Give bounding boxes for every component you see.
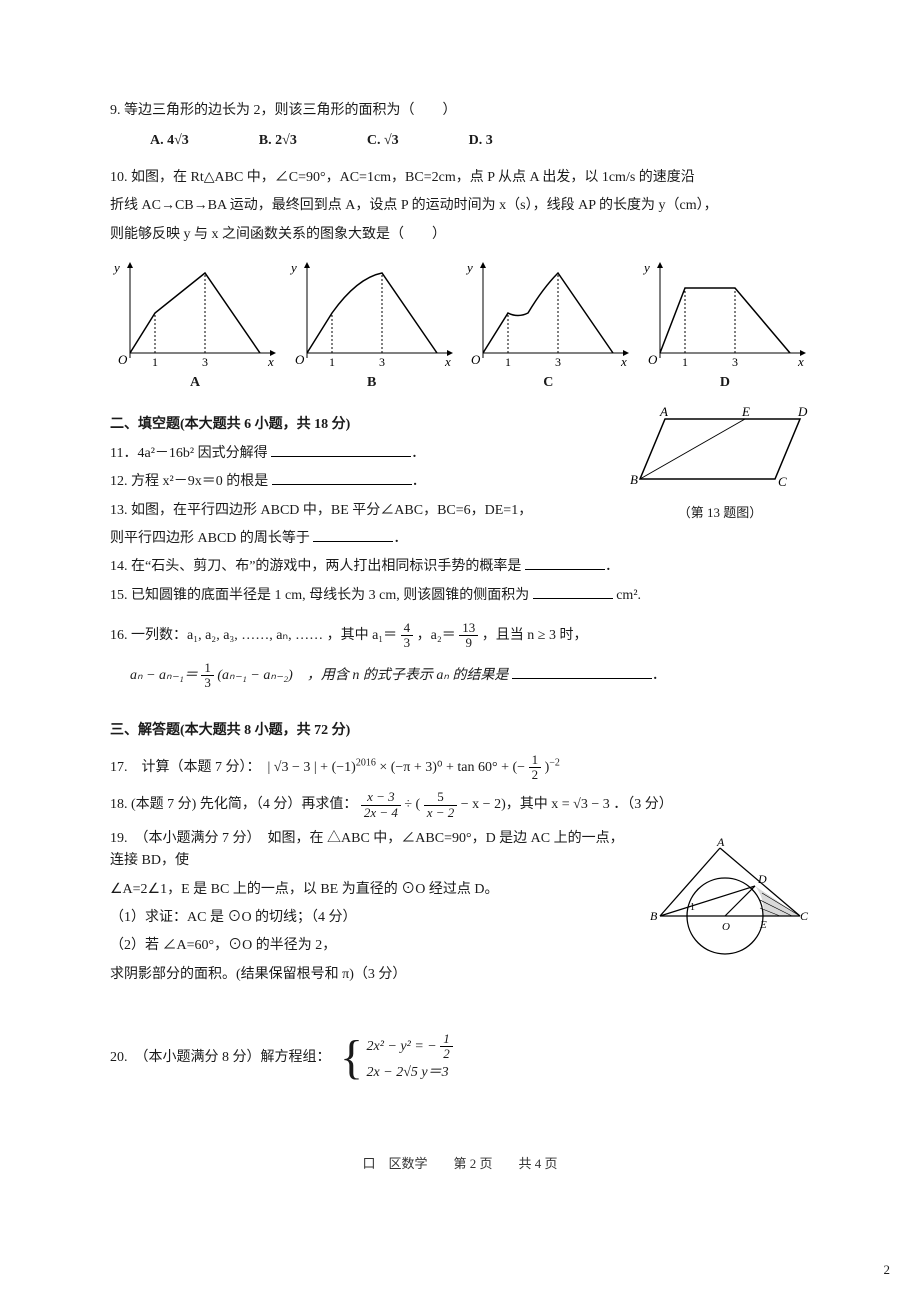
sec3-header: 三、解答题(本大题共 8 小题，共 72 分): [110, 720, 810, 742]
svg-text:x: x: [444, 354, 451, 368]
graph-d-label: D: [640, 372, 810, 394]
q10-stem-2: 折线 AC→CB→BA 运动，最终回到点 A，设点 P 的运动时间为 x（s），…: [110, 195, 810, 217]
svg-text:y: y: [465, 260, 473, 275]
q20: 20. （本小题满分 8 分）解方程组： { 2x² − y² = − 12 2…: [110, 1032, 810, 1084]
q10-stem-1: 10. 如图，在 Rt△ABC 中，∠C=90°，AC=1cm，BC=2cm，点…: [110, 167, 810, 189]
q14: 14. 在“石头、剪刀、布”的游戏中，两人打出相同标识手势的概率是 ．: [110, 556, 810, 578]
svg-text:1: 1: [682, 355, 688, 368]
q9-choices: A. 4√3 B. 2√3 C. √3 D. 3: [110, 130, 810, 152]
graph-b-label: B: [287, 372, 457, 394]
q9-stem: 9. 等边三角形的边长为 2，则该三角形的面积为（ ）: [110, 100, 810, 122]
svg-text:1: 1: [329, 355, 335, 368]
svg-text:y: y: [289, 260, 297, 275]
fig13-caption: （第 13 题图）: [630, 503, 810, 524]
svg-text:y: y: [112, 260, 120, 275]
q10-graphs: y x O 1 3 A y x O 1 3 B: [110, 258, 810, 394]
q16-line1: 16. 一列数：a₁, a₂, a₃, ……, aₙ, …… ，其中 a₁＝ 4…: [110, 621, 810, 651]
svg-text:1: 1: [152, 355, 158, 368]
q13b: 则平行四边形 ABCD 的周长等于 ．: [110, 528, 810, 550]
graph-d: y x O 1 3 D: [640, 258, 810, 394]
svg-text:y: y: [642, 260, 650, 275]
graph-a-svg: y x O 1 3: [110, 258, 280, 368]
fig19: A B C D E O 1: [640, 838, 810, 966]
graph-c-svg: y x O 1 3: [463, 258, 633, 368]
page-corner-number: 2: [884, 1260, 891, 1281]
page-footer: 口 区数学 第 2 页 共 4 页: [110, 1154, 810, 1175]
svg-text:C: C: [800, 909, 809, 923]
graph-d-svg: y x O 1 3: [640, 258, 810, 368]
fig13-svg: A E D B C: [630, 404, 810, 494]
graph-b-svg: y x O 1 3: [287, 258, 457, 368]
q16-line2: aₙ − aₙ₋₁＝ 13 (aₙ₋₁ − aₙ₋₂) ，用含 n 的式子表示 …: [110, 661, 810, 691]
svg-text:O: O: [118, 352, 128, 367]
svg-text:x: x: [620, 354, 627, 368]
svg-text:3: 3: [555, 355, 561, 368]
svg-text:3: 3: [732, 355, 738, 368]
svg-text:D: D: [757, 872, 767, 886]
graph-c: y x O 1 3 C: [463, 258, 633, 394]
svg-text:3: 3: [379, 355, 385, 368]
svg-text:O: O: [471, 352, 481, 367]
fig19-svg: A B C D E O 1: [640, 838, 810, 958]
graph-c-label: C: [463, 372, 633, 394]
svg-text:E: E: [741, 404, 750, 419]
q18: 18. (本题 7 分) 先化简，（4 分）再求值： x − 32x − 4 ÷…: [110, 790, 810, 820]
svg-text:1: 1: [690, 902, 695, 913]
svg-text:O: O: [295, 352, 305, 367]
graph-a: y x O 1 3 A: [110, 258, 280, 394]
graph-a-label: A: [110, 372, 280, 394]
svg-text:B: B: [650, 909, 658, 923]
q15: 15. 已知圆锥的底面半径是 1 cm, 母线长为 3 cm, 则该圆锥的侧面积…: [110, 585, 810, 607]
svg-text:B: B: [630, 472, 638, 487]
svg-text:O: O: [648, 352, 658, 367]
q9-opt-b: B. 2√3: [259, 130, 297, 152]
svg-text:x: x: [267, 354, 274, 368]
svg-text:E: E: [759, 919, 767, 931]
fig13: A E D B C （第 13 题图）: [630, 404, 810, 523]
svg-text:D: D: [797, 404, 808, 419]
q17: 17. 计算（本题 7 分）： | √3 − 3 | + (−1)2016 × …: [110, 753, 810, 783]
q10-stem-3: 则能够反映 y 与 x 之间函数关系的图象大致是（ ）: [110, 224, 810, 246]
svg-text:1: 1: [505, 355, 511, 368]
svg-text:A: A: [716, 838, 725, 849]
q9-opt-a: A. 4√3: [150, 130, 189, 152]
svg-text:A: A: [659, 404, 668, 419]
q19e: 求阴影部分的面积。(结果保留根号和 π)（3 分）: [110, 964, 810, 986]
svg-text:3: 3: [202, 355, 208, 368]
graph-b: y x O 1 3 B: [287, 258, 457, 394]
q9-opt-d: D. 3: [469, 130, 493, 152]
q9-opt-c: C. √3: [367, 130, 399, 152]
svg-text:C: C: [778, 474, 787, 489]
svg-text:x: x: [797, 354, 804, 368]
svg-text:O: O: [722, 921, 730, 933]
